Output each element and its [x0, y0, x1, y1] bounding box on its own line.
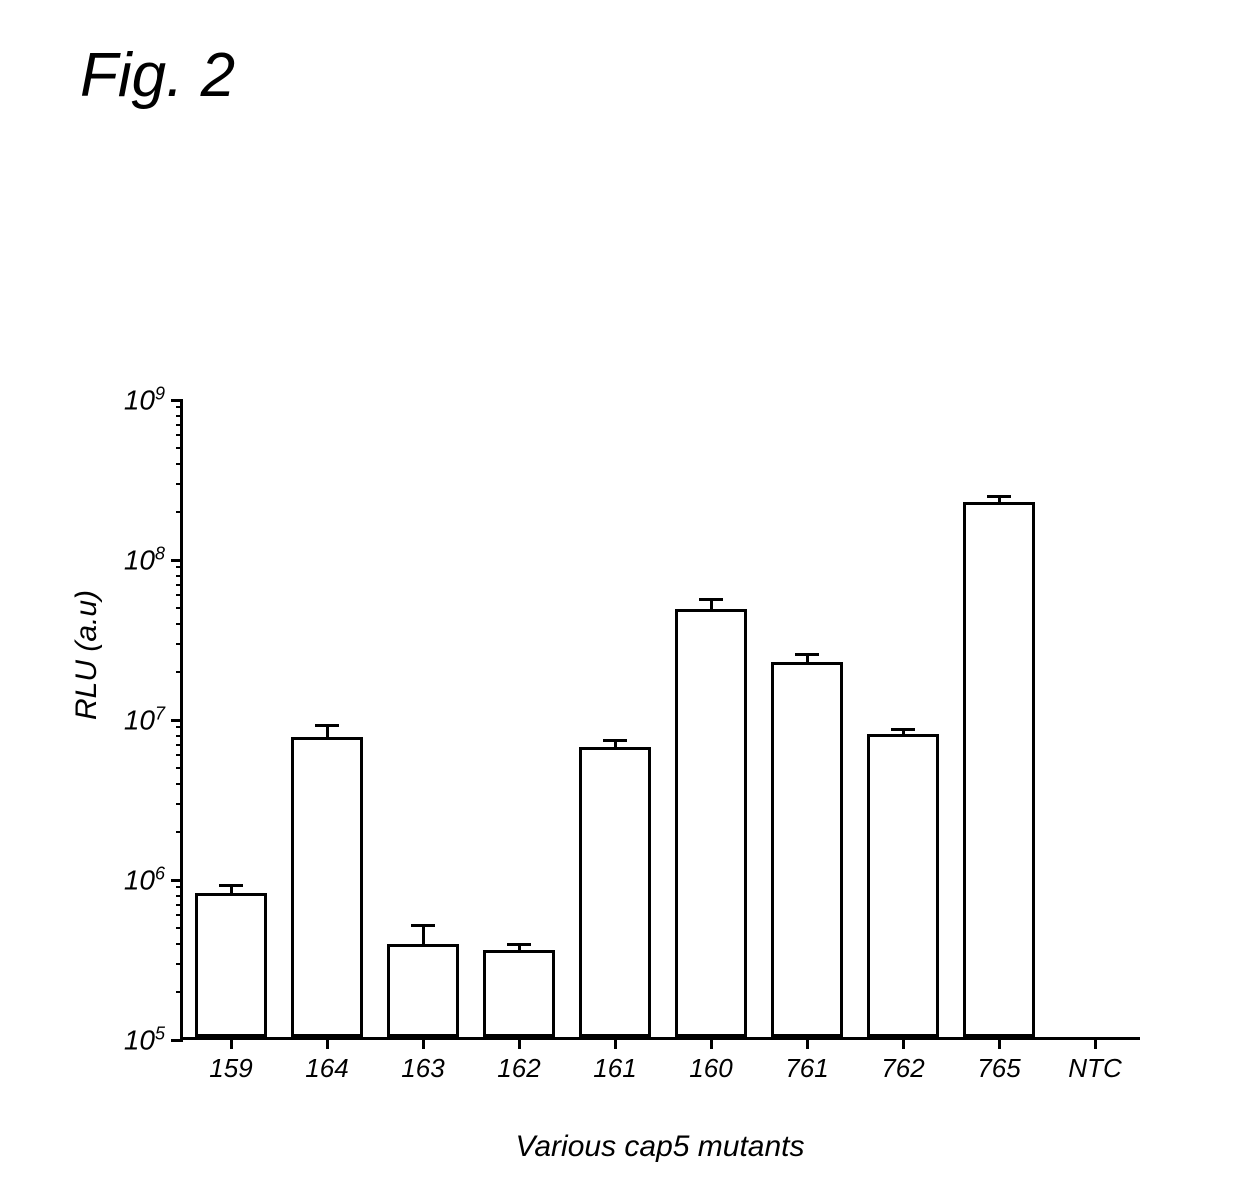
y-tick-minor	[176, 744, 183, 746]
x-tick-label: 765	[977, 1053, 1020, 1084]
figure-title: Fig. 2	[80, 40, 235, 111]
y-tick-minor	[176, 927, 183, 929]
y-tick-minor	[176, 914, 183, 916]
y-tick-minor	[176, 803, 183, 805]
y-tick-minor	[176, 594, 183, 596]
error-bar-cap	[891, 728, 915, 731]
bar	[195, 893, 266, 1037]
bar	[963, 502, 1034, 1037]
y-tick-minor	[176, 671, 183, 673]
y-tick-minor	[176, 831, 183, 833]
bar	[579, 747, 650, 1037]
x-axis-label-text: Various cap5 mutants	[515, 1130, 804, 1164]
y-tick-label: 108	[124, 543, 165, 576]
bar	[771, 662, 842, 1037]
y-tick-minor	[176, 886, 183, 888]
bar	[675, 609, 746, 1037]
y-tick-label: 109	[124, 383, 165, 416]
x-tick	[614, 1037, 617, 1049]
y-tick-minor	[176, 735, 183, 737]
error-bar-cap	[219, 884, 243, 887]
x-tick-label: 159	[209, 1053, 252, 1084]
x-tick	[422, 1037, 425, 1049]
x-tick	[710, 1037, 713, 1049]
error-bar-cap	[603, 739, 627, 742]
x-tick-label: 164	[305, 1053, 348, 1084]
x-tick	[518, 1037, 521, 1049]
error-bar-cap	[795, 653, 819, 656]
x-tick-label: 161	[593, 1053, 636, 1084]
y-tick-label: 107	[124, 703, 165, 736]
error-bar-cap	[315, 724, 339, 727]
y-tick	[171, 719, 183, 722]
bar	[483, 950, 554, 1037]
x-tick	[806, 1037, 809, 1049]
y-tick-minor	[176, 991, 183, 993]
x-tick	[1094, 1037, 1097, 1049]
error-bar-cap	[699, 598, 723, 601]
chart-area: 1051061071081091591641631621611607617627…	[180, 400, 1140, 1040]
y-tick	[171, 399, 183, 402]
y-tick-label: 105	[124, 1023, 165, 1056]
x-tick-label: NTC	[1068, 1053, 1121, 1084]
error-bar-cap	[411, 924, 435, 927]
y-tick-minor	[176, 643, 183, 645]
y-tick-minor	[176, 767, 183, 769]
x-tick	[902, 1037, 905, 1049]
x-tick-label: 160	[689, 1053, 732, 1084]
y-tick-minor	[176, 607, 183, 609]
y-tick-minor	[176, 623, 183, 625]
x-axis-label: Various cap5 mutants	[0, 1130, 1240, 1164]
y-tick-minor	[176, 754, 183, 756]
y-tick	[171, 1039, 183, 1042]
error-bar-stem	[422, 925, 425, 944]
y-tick-minor	[176, 483, 183, 485]
y-tick-minor	[176, 463, 183, 465]
y-tick-minor	[176, 783, 183, 785]
y-tick-minor	[176, 406, 183, 408]
x-tick	[230, 1037, 233, 1049]
x-tick-label: 762	[881, 1053, 924, 1084]
error-bar-stem	[326, 726, 329, 737]
x-tick-label: 163	[401, 1053, 444, 1084]
y-tick-minor	[176, 434, 183, 436]
y-tick-minor	[176, 904, 183, 906]
y-tick-minor	[176, 963, 183, 965]
y-tick-minor	[176, 511, 183, 513]
y-tick-minor	[176, 415, 183, 417]
y-tick	[171, 559, 183, 562]
y-tick-minor	[176, 575, 183, 577]
y-axis-label: RLU (a.u)	[70, 590, 104, 720]
y-tick-minor	[176, 424, 183, 426]
x-tick	[326, 1037, 329, 1049]
x-tick-label: 761	[785, 1053, 828, 1084]
y-tick-minor	[176, 943, 183, 945]
page: Fig. 2 RLU (a.u) 10510610710810915916416…	[0, 0, 1240, 1204]
y-tick-minor	[176, 566, 183, 568]
bar	[867, 734, 938, 1037]
y-tick-minor	[176, 447, 183, 449]
y-tick-minor	[176, 895, 183, 897]
bar	[387, 944, 458, 1037]
y-tick-minor	[176, 584, 183, 586]
error-bar-cap	[507, 943, 531, 946]
y-tick-minor	[176, 726, 183, 728]
y-tick	[171, 879, 183, 882]
y-tick-label: 106	[124, 863, 165, 896]
bar	[291, 737, 362, 1037]
x-tick	[998, 1037, 1001, 1049]
x-tick-label: 162	[497, 1053, 540, 1084]
error-bar-cap	[987, 495, 1011, 498]
plot: 1051061071081091591641631621611607617627…	[180, 400, 1140, 1040]
